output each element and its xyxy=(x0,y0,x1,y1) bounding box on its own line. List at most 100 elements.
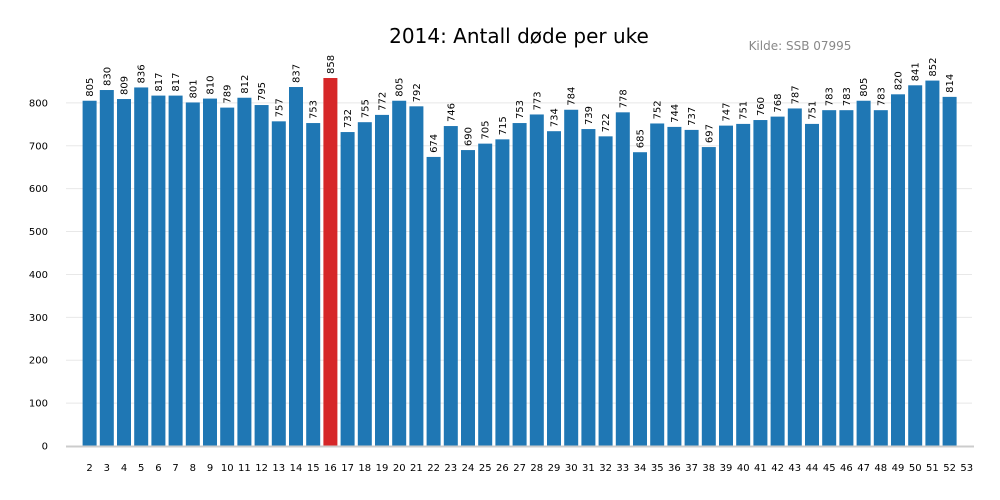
x-tick-label: 3 xyxy=(104,463,110,474)
bar xyxy=(598,136,613,446)
value-label: 852 xyxy=(928,57,939,76)
value-label: 792 xyxy=(412,83,423,102)
value-label: 812 xyxy=(240,75,251,94)
bar xyxy=(891,94,905,447)
value-label: 783 xyxy=(876,87,887,106)
value-label: 734 xyxy=(550,108,561,127)
bar xyxy=(82,100,97,446)
value-label: 753 xyxy=(515,100,526,119)
bar xyxy=(99,90,114,447)
bar xyxy=(340,132,355,446)
value-label: 755 xyxy=(360,99,371,118)
value-label: 814 xyxy=(945,74,956,93)
x-tick-label: 29 xyxy=(548,463,561,474)
value-labels: 805 830 809 836 817 817 801 810 789 812 795 757 837 7… xyxy=(85,55,956,153)
bar xyxy=(650,123,665,446)
value-label: 746 xyxy=(446,103,457,122)
value-label: 772 xyxy=(378,92,389,111)
value-label: 753 xyxy=(309,100,320,119)
x-tick-label: 24 xyxy=(462,463,475,474)
bar xyxy=(271,121,286,446)
bar xyxy=(942,96,957,446)
value-label: 795 xyxy=(257,82,268,101)
bar xyxy=(856,100,871,446)
x-tick-label: 9 xyxy=(207,463,213,474)
x-tick-label: 26 xyxy=(496,463,509,474)
value-label: 685 xyxy=(636,129,647,148)
x-tick-label: 14 xyxy=(290,463,303,474)
bar xyxy=(805,123,819,446)
bar xyxy=(925,80,940,446)
x-tick-label: 50 xyxy=(909,463,922,474)
x-tick-label: 12 xyxy=(255,463,268,474)
value-label: 773 xyxy=(532,91,543,110)
bar xyxy=(908,85,923,446)
x-tick-label: 23 xyxy=(444,463,457,474)
bar xyxy=(151,95,166,446)
bar xyxy=(306,123,321,447)
bar xyxy=(478,143,493,446)
bar xyxy=(203,98,217,446)
bar xyxy=(220,107,235,447)
x-tick-label: 45 xyxy=(823,463,836,474)
x-tick-label: 30 xyxy=(565,463,578,474)
bar xyxy=(684,129,699,447)
x-tick-label: 32 xyxy=(599,463,612,474)
value-label: 858 xyxy=(326,55,337,74)
value-label: 783 xyxy=(842,87,853,106)
bar xyxy=(495,139,510,446)
value-label: 747 xyxy=(722,103,733,122)
value-label: 784 xyxy=(567,87,578,106)
value-label: 751 xyxy=(808,101,819,120)
x-tick-label: 19 xyxy=(376,463,389,474)
bar xyxy=(770,116,785,446)
x-tick-label: 22 xyxy=(427,463,440,474)
value-label: 690 xyxy=(464,127,475,146)
y-tick-label: 0 xyxy=(42,442,48,453)
x-tick-label: 4 xyxy=(121,463,127,474)
value-label: 760 xyxy=(756,97,767,116)
bar xyxy=(615,112,630,446)
x-tick-label: 39 xyxy=(720,463,733,474)
x-tick-label: 48 xyxy=(874,463,887,474)
value-label: 705 xyxy=(481,121,492,140)
value-label: 744 xyxy=(670,104,681,123)
bar xyxy=(134,87,149,447)
bar xyxy=(392,100,407,446)
bar xyxy=(409,106,424,446)
x-tick-label: 10 xyxy=(221,463,234,474)
x-tick-label: 41 xyxy=(754,463,767,474)
bar xyxy=(237,97,252,447)
x-tick-label: 17 xyxy=(341,463,354,474)
value-label: 739 xyxy=(584,106,595,125)
x-tick-label: 31 xyxy=(582,463,595,474)
bar xyxy=(254,105,269,447)
bar xyxy=(117,99,131,446)
x-tick-label: 35 xyxy=(651,463,664,474)
x-tick-label: 33 xyxy=(616,463,629,474)
y-tick-label: 100 xyxy=(29,399,48,410)
bar xyxy=(822,110,837,447)
value-label: 830 xyxy=(102,67,113,86)
value-label: 768 xyxy=(773,94,784,113)
y-tick-label: 500 xyxy=(29,227,48,238)
bar xyxy=(168,95,183,446)
x-tick-label: 16 xyxy=(324,463,337,474)
x-tick-label: 28 xyxy=(530,463,543,474)
value-label: 778 xyxy=(618,89,629,108)
x-tick-label: 44 xyxy=(806,463,819,474)
value-label: 817 xyxy=(171,73,182,92)
bar xyxy=(529,114,544,447)
x-tick-label: 47 xyxy=(857,463,870,474)
x-tick-label: 20 xyxy=(393,463,406,474)
bar xyxy=(667,126,682,446)
y-tick-label: 800 xyxy=(29,98,48,109)
x-tick-label: 40 xyxy=(737,463,750,474)
x-tick-label: 6 xyxy=(155,463,161,474)
x-tick-label: 52 xyxy=(943,463,956,474)
x-tick-label: 8 xyxy=(190,463,196,474)
y-tick-label: 400 xyxy=(29,270,48,281)
